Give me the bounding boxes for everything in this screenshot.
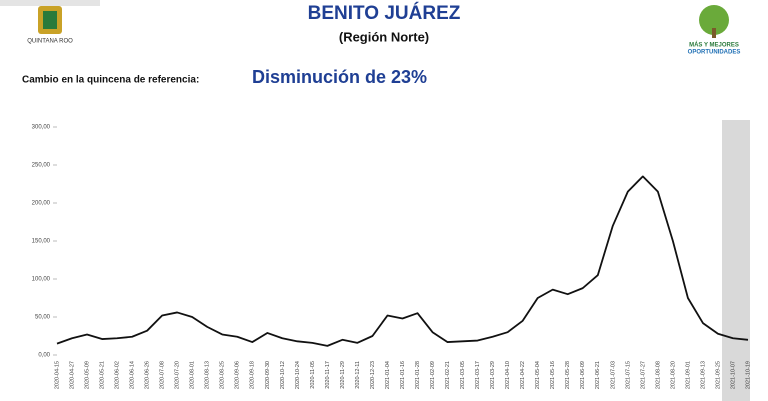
x-tick-label: 2020-11-29 (340, 361, 346, 389)
y-tick-label: 250,00 (32, 163, 51, 169)
x-tick-label: 2020-04-15 (54, 361, 60, 389)
x-tick-label: 2020-05-21 (100, 361, 106, 389)
x-tick-label: 2021-10-19 (745, 361, 751, 389)
y-tick-label: 200,00 (32, 201, 51, 207)
x-tick-label: 2020-10-24 (295, 361, 301, 389)
x-tick-label: 2021-07-27 (640, 361, 646, 389)
summary-value: Disminución de 23% (252, 67, 427, 87)
y-tick-label: 150,00 (32, 239, 51, 245)
plot: 0,00 50,00 100,00 150,00 200,00 250,00 300,00 2… (32, 125, 752, 390)
x-tick-label: 2021-08-08 (655, 361, 661, 389)
x-tick-label: 2021-05-16 (550, 361, 556, 389)
x-tick-label: 2021-09-25 (715, 361, 721, 389)
right-logo: MÁS Y MEJORES OPORTUNIDADES (688, 5, 741, 56)
x-tick-label: 2020-09-06 (235, 361, 241, 389)
x-tick-label: 2021-03-29 (490, 361, 496, 389)
x-tick-label: 2021-01-04 (385, 361, 391, 389)
x-tick-label: 2020-07-20 (175, 361, 181, 389)
y-tick-label: 50,00 (35, 315, 51, 321)
x-tick-label: 2020-12-11 (355, 361, 361, 389)
x-tick-label: 2021-04-22 (520, 361, 526, 389)
x-tick-label: 2021-02-09 (430, 361, 436, 389)
x-tick-label: 2021-10-07 (730, 361, 736, 389)
title: BENITO JUÁREZ (308, 2, 461, 24)
x-tick-label: 2020-05-09 (84, 361, 90, 389)
x-tick-label: 2020-07-08 (160, 361, 166, 389)
logo-text: OPORTUNIDADES (688, 50, 741, 56)
x-tick-label: 2021-02-21 (445, 361, 451, 389)
y-tick-label: 0,00 (38, 353, 50, 359)
x-tick-label: 2021-01-16 (400, 361, 406, 389)
x-tick-label: 2021-04-10 (505, 361, 511, 389)
summary-label: Cambio en la quincena de referencia: (22, 75, 199, 86)
x-tick-label: 2021-09-01 (685, 361, 691, 389)
x-tick-label: 2020-12-23 (370, 361, 376, 389)
logo-tree (699, 5, 729, 35)
x-tick-label: 2021-06-09 (580, 361, 586, 389)
logo-trunk (712, 28, 716, 38)
x-tick-label: 2020-09-30 (265, 361, 271, 389)
logo-inner (43, 11, 57, 29)
x-tick-label: 2021-05-04 (535, 361, 541, 389)
x-tick-label: 2021-03-05 (460, 361, 466, 389)
x-tick-label: 2021-06-21 (595, 361, 601, 389)
y-tick-label: 300,00 (32, 125, 51, 131)
top-bar (0, 0, 100, 6)
x-tick-label: 2021-07-15 (625, 361, 631, 389)
y-tick-label: 100,00 (32, 277, 51, 283)
line (56, 175, 749, 347)
x-tick-label: 2020-08-01 (190, 361, 196, 389)
subtitle: (Región Norte) (339, 29, 429, 44)
x-tick-label: 2021-09-13 (700, 361, 706, 389)
x-tick-label: 2020-10-12 (280, 361, 286, 389)
logo-text: MÁS Y MEJORES (689, 42, 739, 49)
highlight-band (722, 120, 750, 401)
x-tick-label: 2021-05-28 (565, 361, 571, 389)
x-tick-label: 2020-11-17 (325, 361, 331, 389)
x-tick-label: 2020-08-13 (205, 361, 211, 389)
x-tick-label: 2020-09-18 (250, 361, 256, 389)
logo-text: QUINTANA ROO (27, 39, 73, 45)
x-tick-label: 2020-06-02 (115, 361, 121, 389)
x-tick-label: 2021-08-20 (670, 361, 676, 389)
x-tick-label: 2021-01-28 (415, 361, 421, 389)
x-tick-label: 2020-06-26 (145, 361, 151, 389)
x-tick-label: 2021-07-03 (610, 361, 616, 389)
x-tick-label: 2020-11-05 (310, 361, 316, 389)
left-logo: QUINTANA ROO (27, 6, 73, 45)
x-tick-label: 2020-06-14 (130, 361, 136, 389)
x-tick-label: 2021-03-17 (475, 361, 481, 389)
x-tick-label: 2020-08-25 (220, 361, 226, 389)
x-tick-label: 2020-04-27 (69, 361, 75, 389)
